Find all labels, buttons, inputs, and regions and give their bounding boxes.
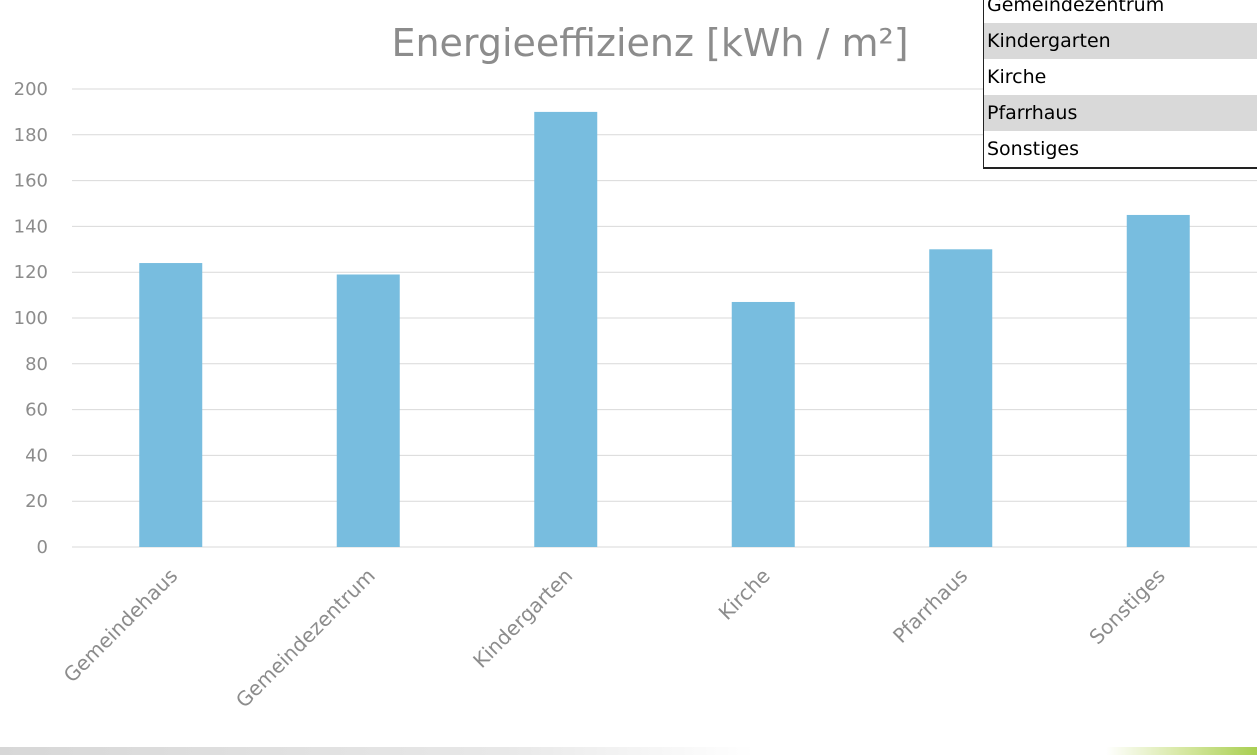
category-filter-list[interactable]: Gemeindezentrum Kindergarten Kirche Pfar… bbox=[983, 0, 1257, 169]
y-tick-label: 120 bbox=[14, 262, 48, 283]
y-tick-label: 100 bbox=[14, 308, 48, 329]
y-tick-label: 140 bbox=[14, 216, 48, 237]
y-tick-label: 60 bbox=[25, 400, 48, 421]
filter-item-kindergarten[interactable]: Kindergarten bbox=[984, 23, 1257, 59]
x-tick-label: Kirche bbox=[714, 564, 775, 625]
bar-kindergarten bbox=[534, 111, 598, 548]
chart-title: Energieeffizienz [kWh / m²] bbox=[391, 21, 908, 65]
filter-item-sonstiges[interactable]: Sonstiges bbox=[987, 138, 1080, 160]
y-axis: 0 20 40 60 80 100 120 140 160 180 200 bbox=[14, 79, 48, 558]
y-tick-label: 80 bbox=[25, 354, 48, 375]
bar-gemeindezentrum bbox=[336, 274, 400, 547]
x-tick-label: Kindergarten bbox=[468, 564, 577, 673]
x-axis: Gemeindehaus Gemeindezentrum Kindergarten K… bbox=[59, 564, 1170, 713]
y-tick-label: 40 bbox=[25, 445, 48, 466]
bar-pfarrhaus bbox=[929, 249, 993, 548]
y-tick-label: 0 bbox=[37, 537, 48, 558]
decorative-bottom-strip bbox=[0, 747, 1257, 755]
x-tick-label: Gemeindezentrum bbox=[231, 564, 380, 713]
x-tick-label: Gemeindehaus bbox=[59, 564, 183, 688]
y-tick-label: 20 bbox=[25, 491, 48, 512]
y-tick-label: 180 bbox=[14, 125, 48, 146]
bar-sonstiges bbox=[1126, 214, 1190, 547]
bar-gemeindehaus bbox=[139, 263, 203, 547]
bar-kirche bbox=[731, 301, 795, 547]
x-tick-label: Pfarrhaus bbox=[888, 564, 972, 648]
y-tick-label: 200 bbox=[14, 79, 48, 100]
y-tick-label: 160 bbox=[14, 171, 48, 192]
filter-item-gemeindezentrum[interactable]: Gemeindezentrum bbox=[987, 0, 1165, 16]
filter-item-kirche[interactable]: Kirche bbox=[987, 66, 1047, 88]
filter-item-pfarrhaus[interactable]: Pfarrhaus bbox=[984, 95, 1257, 131]
bars bbox=[139, 111, 1190, 548]
x-tick-label: Sonstiges bbox=[1084, 564, 1169, 649]
